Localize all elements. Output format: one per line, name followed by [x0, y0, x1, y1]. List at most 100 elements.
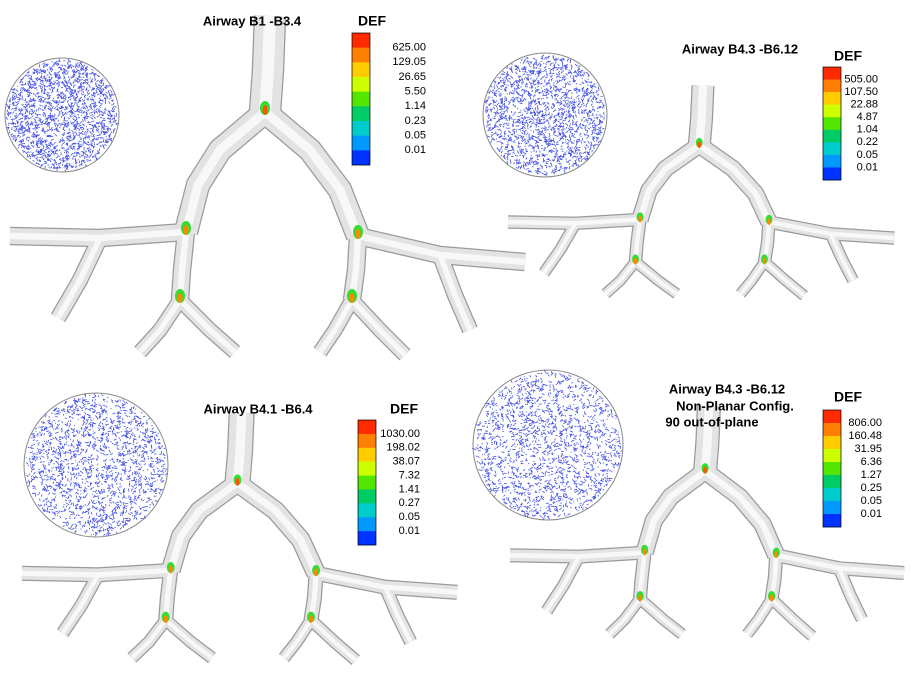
hotspot — [698, 141, 701, 148]
airway — [699, 86, 703, 146]
flow-disc — [473, 370, 623, 520]
hotspot — [643, 548, 647, 555]
hotspot — [774, 551, 778, 558]
colorbar-band — [823, 488, 841, 501]
colorbar-band — [823, 117, 841, 130]
airway — [705, 471, 776, 555]
legend-label: 806.00 — [848, 417, 882, 429]
panel-title: Airway B4.3 -B6.12 — [682, 41, 798, 56]
colorbar-band — [823, 167, 841, 180]
airway — [265, 16, 270, 112]
legend-label: 1030.00 — [380, 428, 420, 440]
colorbar-band — [823, 67, 841, 80]
colorbar-band — [358, 420, 376, 434]
airway — [132, 620, 166, 658]
legend-label: 0.01 — [399, 525, 420, 537]
legend-label: 0.01 — [405, 144, 426, 156]
airway — [747, 599, 772, 634]
legend-label: 0.05 — [399, 511, 420, 523]
legend-label: 625.00 — [392, 42, 426, 54]
legend-label: 129.05 — [392, 56, 426, 68]
colorbar-band — [823, 80, 841, 93]
colorbar-band — [823, 449, 841, 462]
airway — [320, 300, 352, 352]
hotspot — [309, 615, 313, 623]
colorbar-band — [358, 434, 376, 448]
colorbar-band — [823, 155, 841, 168]
panel-title: Airway B1 -B3.4 — [203, 13, 302, 28]
airway — [606, 262, 636, 294]
airway — [544, 223, 576, 273]
legend-label: 0.25 — [861, 482, 882, 494]
colorbar-band — [352, 92, 370, 107]
hotspot — [638, 216, 641, 223]
hotspot — [263, 105, 268, 115]
colorbar-band — [823, 436, 841, 449]
airway — [58, 238, 100, 318]
airway — [547, 557, 579, 611]
airway — [180, 300, 235, 352]
legend-label: 1.41 — [399, 483, 420, 495]
colorbar-band — [823, 105, 841, 118]
hotspot — [236, 478, 240, 486]
flow-disc — [24, 393, 168, 537]
hotspot — [184, 225, 189, 235]
airway — [699, 145, 769, 222]
colorbar-band — [358, 489, 376, 503]
legend-label: 31.95 — [854, 443, 882, 455]
legend-label: 1.27 — [861, 469, 882, 481]
hotspot — [314, 568, 318, 576]
legend-label: 0.01 — [857, 161, 878, 173]
legend-title: DEF — [834, 389, 862, 405]
airway — [265, 112, 358, 236]
colorbar-band — [352, 106, 370, 121]
hotspot — [164, 615, 168, 623]
hotspot — [703, 467, 707, 474]
airway — [741, 262, 765, 294]
colorbar-band — [358, 476, 376, 490]
legend-label: 160.48 — [848, 430, 882, 442]
legend-label: 0.01 — [861, 508, 882, 520]
legend-label: 4.87 — [857, 111, 878, 123]
panel: Airway B4.3 -B6.12Non-Planar Config.90 o… — [472, 370, 904, 636]
colorbar-band — [823, 475, 841, 488]
legend-label: 5.50 — [405, 86, 426, 98]
colorbar-band — [358, 517, 376, 531]
colorbar-band — [352, 121, 370, 136]
legend-label: 22.88 — [850, 99, 878, 111]
hotspot — [356, 229, 361, 239]
airway — [610, 599, 641, 634]
hotspot — [169, 566, 173, 574]
colorbar-band — [352, 48, 370, 63]
airway — [772, 599, 813, 636]
legend-label: 198.02 — [386, 442, 420, 454]
panel-title: Airway B4.3 -B6.12 — [669, 381, 785, 396]
legend-label: 1.14 — [405, 100, 426, 112]
legend-label: 107.50 — [844, 86, 878, 98]
colorbar-band — [823, 423, 841, 436]
legend-label: 0.05 — [857, 149, 878, 161]
legend-label: 0.27 — [399, 497, 420, 509]
airway — [166, 620, 212, 658]
colorbar-band — [823, 410, 841, 423]
colorbar-band — [823, 130, 841, 143]
legend-label: 26.65 — [398, 71, 426, 83]
colorbar-band — [352, 136, 370, 151]
hotspot — [763, 258, 766, 265]
legend-title: DEF — [390, 401, 418, 417]
legend-label: 0.05 — [405, 130, 426, 142]
legend-label: 505.00 — [844, 73, 878, 85]
airway — [63, 575, 98, 633]
panel-title: 90 out-of-plane — [665, 414, 758, 429]
colorbar-band — [823, 501, 841, 514]
legend-label: 7.32 — [399, 469, 420, 481]
hotspot — [770, 594, 774, 601]
colorbar-band — [358, 462, 376, 476]
colorbar-band — [358, 448, 376, 462]
colorbar-band — [823, 462, 841, 475]
colorbar-band — [352, 77, 370, 92]
legend-label: 38.07 — [392, 456, 420, 468]
colorbar-band — [823, 514, 841, 527]
colorbar-band — [358, 531, 376, 545]
